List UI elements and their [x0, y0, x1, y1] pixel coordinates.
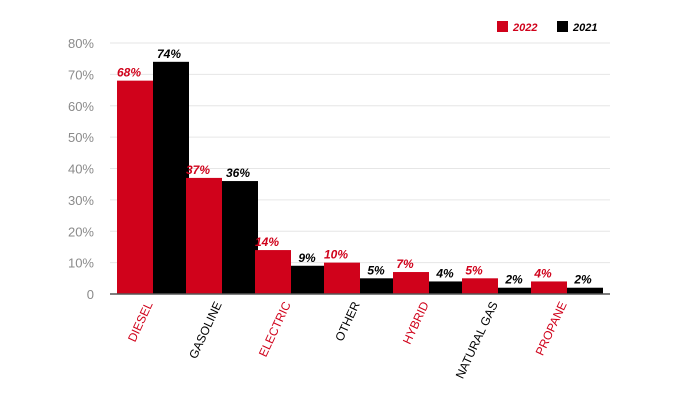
value-label-2021: 2%	[504, 273, 523, 287]
y-tick-label: 50%	[68, 130, 94, 145]
value-label-2021: 2%	[573, 273, 592, 287]
bar-2021-hybrid	[429, 281, 465, 294]
value-label-2022: 37%	[186, 163, 210, 177]
category-label: HYBRID	[400, 299, 432, 346]
y-tick-label: 40%	[68, 162, 94, 177]
value-labels: 68% 74% 37% 36% 14% 9% 10% 5% 7% 4% 5% 2% 4% 2%	[117, 47, 592, 287]
bar-2022-natural-gas	[462, 278, 498, 294]
category-label: GASOLINE	[186, 299, 225, 361]
value-label-2022: 4%	[533, 266, 552, 280]
value-label-2021: 5%	[367, 263, 385, 277]
value-label-2022: 10%	[324, 248, 348, 262]
bar-2021-natural-gas	[498, 287, 534, 294]
value-label-2021: 9%	[298, 251, 316, 265]
value-label-2021: 36%	[226, 166, 250, 180]
value-label-2021: 74%	[157, 47, 181, 61]
legend: 2022 2021	[497, 21, 597, 34]
category-label: DIESEL	[125, 299, 156, 344]
category-labels: DIESEL GASOLINE ELECTRIC OTHER HYBRID NATURAL…	[125, 299, 570, 381]
category-label: ELECTRIC	[256, 299, 294, 359]
legend-label-2021: 2021	[572, 22, 597, 34]
bar-2021-other	[360, 278, 396, 294]
bar-2022-propane	[531, 281, 567, 294]
y-tick-label: 70%	[68, 67, 94, 82]
bar-2022-hybrid	[393, 272, 429, 294]
y-tick-label: 30%	[68, 193, 94, 208]
value-label-2022: 7%	[396, 257, 414, 271]
category-label: NATURAL GAS	[453, 299, 501, 380]
y-axis-ticks: 0 10% 20% 30% 40% 50% 60% 70% 80%	[68, 36, 94, 302]
bar-2021-electric	[291, 265, 327, 294]
y-tick-label: 0	[87, 287, 94, 302]
y-tick-label: 60%	[68, 99, 94, 114]
category-label: PROPANE	[533, 299, 570, 357]
bar-2021-gasoline	[222, 181, 258, 294]
value-label-2021: 4%	[435, 266, 454, 280]
bar-2022-gasoline	[186, 177, 222, 294]
bar-2022-electric	[255, 250, 291, 294]
bar-2022-diesel	[117, 80, 153, 295]
legend-swatch-2021	[557, 21, 568, 32]
y-tick-label: 20%	[68, 224, 94, 239]
bar-2021-propane	[567, 287, 603, 294]
y-tick-label: 10%	[68, 256, 94, 271]
value-label-2022: 5%	[465, 263, 483, 277]
bar-2022-other	[324, 262, 360, 294]
legend-label-2022: 2022	[512, 22, 537, 34]
bar-2021-diesel	[153, 61, 189, 295]
category-label: OTHER	[332, 299, 363, 343]
y-tick-label: 80%	[68, 36, 94, 51]
legend-swatch-2022	[497, 21, 508, 32]
bars	[117, 61, 603, 295]
value-label-2022: 14%	[255, 235, 279, 249]
value-label-2022: 68%	[117, 66, 141, 80]
